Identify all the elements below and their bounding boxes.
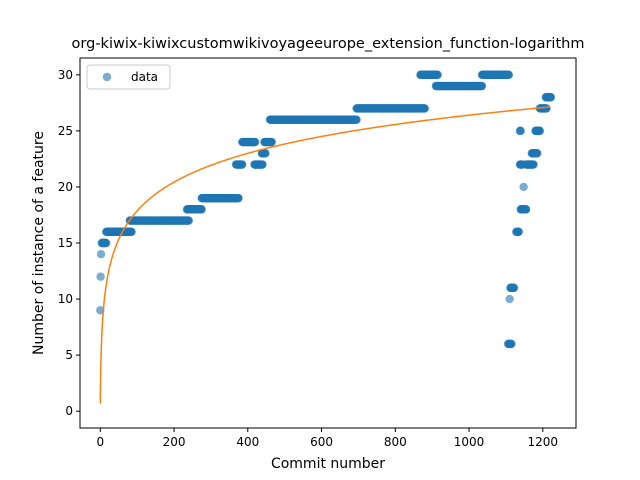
y-axis-label: Number of instance of a feature — [31, 131, 47, 355]
data-point — [509, 283, 519, 293]
y-tick-label: 5 — [65, 348, 73, 362]
data-point — [507, 339, 516, 349]
x-tick-label: 800 — [384, 435, 407, 449]
data-point — [267, 137, 276, 147]
data-point — [477, 81, 487, 91]
data-point — [420, 104, 429, 113]
data-point — [234, 193, 243, 203]
y-tick-label: 25 — [58, 124, 73, 138]
data-point — [433, 70, 442, 80]
legend-marker-data — [102, 72, 112, 82]
legend: data — [86, 64, 171, 90]
data-point — [96, 306, 105, 315]
x-tick-label: 200 — [163, 435, 186, 449]
data-point — [127, 227, 136, 236]
plot-area — [96, 70, 556, 404]
data-point — [101, 238, 111, 248]
data-point — [535, 126, 545, 136]
x-tick-label: 1200 — [528, 435, 559, 449]
data-point — [533, 149, 542, 158]
x-tick-label: 1000 — [454, 435, 485, 449]
data-point — [261, 149, 270, 158]
y-tick-label: 20 — [58, 180, 73, 194]
data-point — [505, 294, 514, 304]
data-point — [197, 205, 206, 214]
x-tick-label: 0 — [96, 435, 104, 449]
x-tick-label: 400 — [236, 435, 259, 449]
data-point — [514, 227, 524, 236]
fit-line — [99, 106, 551, 404]
y-axis-ticks: 0 5 10 15 20 25 30 — [58, 68, 80, 418]
x-axis-ticks: 0 200 400 600 800 1000 1200 — [96, 428, 558, 449]
data-point — [96, 272, 105, 281]
data-point — [250, 137, 260, 147]
data-point — [529, 160, 538, 169]
y-tick-label: 0 — [65, 404, 73, 418]
data-point — [519, 182, 528, 192]
data-point — [546, 93, 556, 102]
y-tick-label: 30 — [58, 68, 73, 82]
y-tick-label: 10 — [58, 292, 73, 306]
x-tick-label: 600 — [310, 435, 333, 449]
data-point — [542, 104, 551, 113]
legend-label-data: data — [131, 70, 158, 84]
data-point — [516, 126, 525, 136]
data-point — [504, 70, 514, 80]
data-point — [184, 216, 193, 225]
y-tick-label: 15 — [58, 236, 73, 250]
data-point — [258, 160, 267, 169]
legend-box — [86, 64, 171, 90]
data-point — [96, 250, 106, 259]
chart-title: org-kiwix-kiwixcustomwikivoyageeurope_ex… — [72, 36, 585, 52]
x-axis-label: Commit number — [271, 456, 385, 472]
data-point — [522, 205, 531, 214]
data-point — [238, 160, 247, 169]
data-point — [352, 115, 361, 124]
